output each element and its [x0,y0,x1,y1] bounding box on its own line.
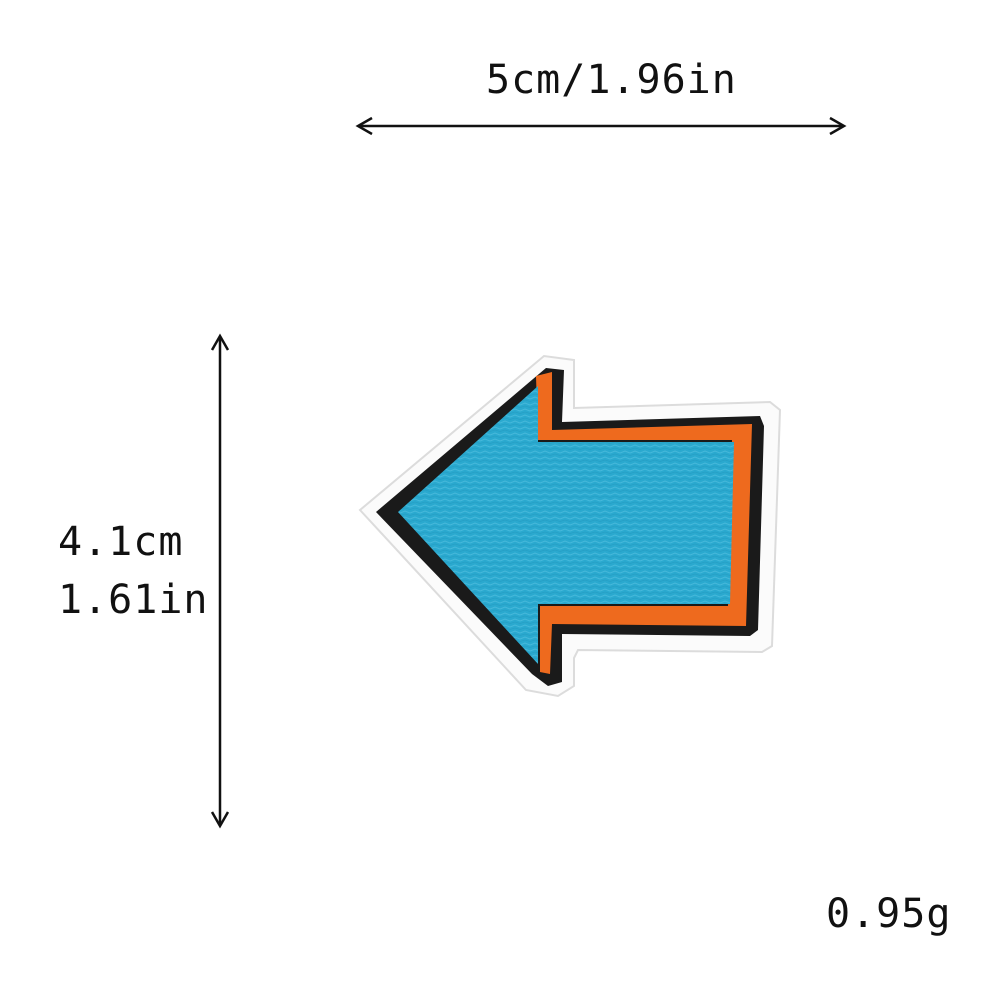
patch-arrow-fill [398,386,734,664]
height-dimension-arrow [210,333,230,829]
height-in-label: 1.61in [58,577,209,623]
width-dimension-arrow [355,116,847,136]
width-dimension-label: 5cm/1.96in [486,57,737,103]
height-cm-label: 4.1cm [58,519,184,565]
patch-shadow [536,372,752,674]
weight-label: 0.95g [826,891,952,937]
